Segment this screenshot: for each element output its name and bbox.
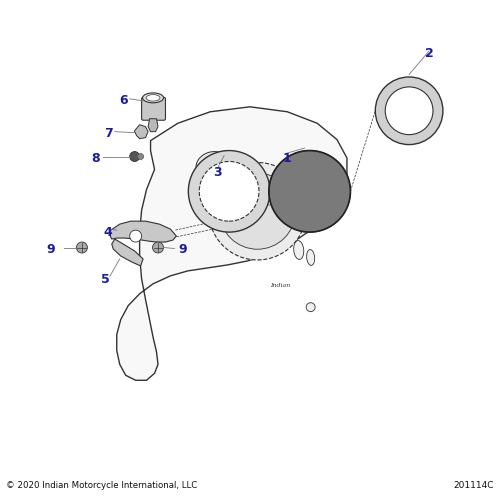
Polygon shape [110,221,176,242]
Circle shape [152,242,164,253]
Circle shape [220,173,296,249]
Circle shape [385,87,433,134]
Polygon shape [148,118,158,132]
Text: © 2020 Indian Motorcycle International, LLC: © 2020 Indian Motorcycle International, … [6,480,198,490]
Polygon shape [116,107,347,380]
Ellipse shape [196,152,230,180]
Polygon shape [134,124,148,138]
Ellipse shape [146,94,160,101]
Circle shape [306,302,315,312]
Circle shape [76,242,88,253]
FancyBboxPatch shape [142,98,166,120]
Circle shape [200,162,259,221]
Circle shape [130,152,140,162]
Text: 7: 7 [104,126,112,140]
Text: 9: 9 [47,244,56,256]
Text: 5: 5 [102,274,110,286]
Circle shape [208,162,306,260]
Polygon shape [112,239,143,266]
Circle shape [138,154,143,160]
Ellipse shape [306,250,314,266]
Ellipse shape [142,93,164,103]
Text: Indian: Indian [270,284,290,288]
Circle shape [269,150,350,232]
Text: 3: 3 [214,166,222,179]
Ellipse shape [294,240,304,260]
Circle shape [188,150,270,232]
Circle shape [130,230,141,242]
Text: 6: 6 [119,94,128,108]
Circle shape [376,77,443,144]
Text: 1: 1 [283,152,292,164]
Text: 4: 4 [104,226,112,239]
Text: 9: 9 [178,244,187,256]
Text: 201114C: 201114C [453,480,494,490]
Text: 2: 2 [424,47,434,60]
Text: 8: 8 [92,152,100,164]
